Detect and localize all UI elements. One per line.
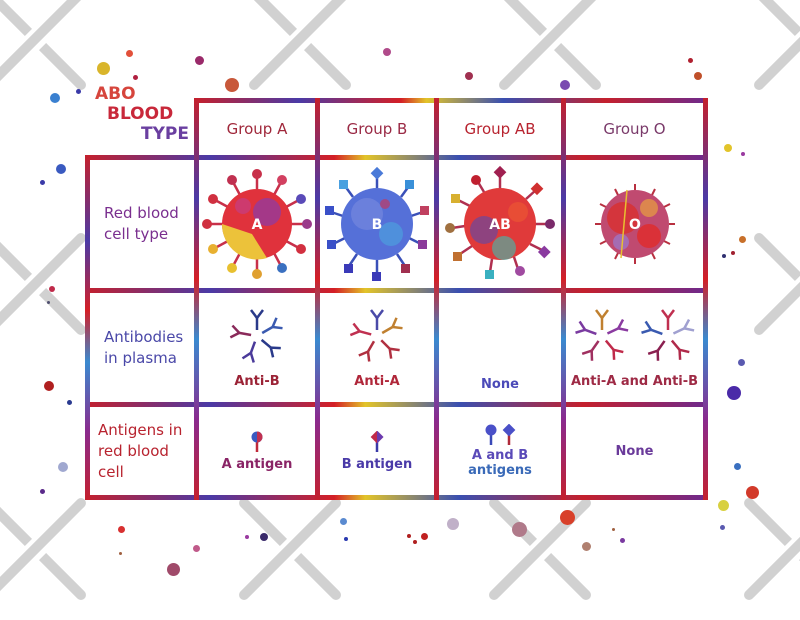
column-header-label: Group B xyxy=(346,120,408,138)
cell-red-blood-cell-group-ab: AB xyxy=(439,160,561,288)
cell-antibodies-group-o: Anti-A and Anti-B xyxy=(566,293,703,402)
red-blood-cell-o-icon: O xyxy=(594,184,675,264)
cell-letter: AB xyxy=(489,217,511,233)
antibody-anti-b-icon xyxy=(640,309,694,361)
row-label-line: Antibodies xyxy=(104,327,184,346)
row-label-antigens-in-red-blood-cell: Antigens in red blood cell xyxy=(90,407,194,495)
cell-letter: B xyxy=(372,217,383,233)
title-line-blood: BLOOD xyxy=(107,104,174,124)
row-label-line: cell type xyxy=(104,225,169,243)
antibody-anti-b-icon xyxy=(229,309,283,363)
column-header-group-a: Group A xyxy=(199,103,315,155)
title-line-type: TYPE xyxy=(141,124,189,144)
antigen-label: B antigen xyxy=(341,456,413,472)
row-label-line: in plasma xyxy=(104,348,177,367)
antigen-label-line2: antigens xyxy=(468,463,532,478)
cell-antigens-group-ab: A and B antigens xyxy=(439,407,561,495)
cell-red-blood-cell-group-o: O xyxy=(566,160,703,288)
watermark-x-icon xyxy=(735,0,800,110)
column-header-label: Group O xyxy=(603,120,666,138)
watermark-x-icon xyxy=(725,480,800,620)
antigen-label: A and B xyxy=(471,448,529,463)
cell-antigens-group-b: B antigen xyxy=(320,407,434,495)
antibody-label: None xyxy=(481,377,519,392)
antibody-label: Anti-A and Anti-B xyxy=(570,374,699,389)
row-label-line: Red blood xyxy=(104,204,179,222)
column-header-label: Group A xyxy=(226,120,288,138)
red-blood-cell-b-icon: B xyxy=(325,166,429,281)
cell-antigens-group-a: A antigen xyxy=(199,407,315,495)
column-header-group-ab: Group AB xyxy=(439,103,561,155)
antibody-anti-a-icon xyxy=(574,309,628,361)
antibody-label: Anti-A xyxy=(354,374,400,389)
cell-letter: O xyxy=(629,217,641,233)
column-header-group-o: Group O xyxy=(566,103,703,155)
b-antigen-icon xyxy=(370,430,384,452)
a-antigen-icon xyxy=(251,431,263,452)
cell-letter: A xyxy=(252,217,263,233)
watermark-x-icon xyxy=(230,0,370,110)
cell-antigens-group-o: None xyxy=(566,407,703,495)
cell-antibodies-group-ab: None xyxy=(439,293,561,402)
a-antigen-icon xyxy=(485,424,497,445)
row-label-antibodies-in-plasma: Antibodies in plasma xyxy=(90,293,194,402)
watermark-x-icon xyxy=(0,480,105,620)
watermark-x-icon xyxy=(220,480,360,620)
column-header-group-b: Group B xyxy=(320,103,434,155)
cell-red-blood-cell-group-b: B xyxy=(320,160,434,288)
antigen-label: A antigen xyxy=(221,456,293,472)
red-blood-cell-ab-icon: AB xyxy=(445,165,555,279)
row-label-red-blood-cell-type: Red blood cell type xyxy=(90,160,194,288)
cell-antibodies-group-a: Anti-B xyxy=(199,293,315,402)
row-label-line: cell xyxy=(98,462,124,481)
red-blood-cell-a-icon: A xyxy=(202,169,312,279)
b-antigen-icon xyxy=(502,424,516,445)
watermark-x-icon xyxy=(480,0,620,110)
antibody-anti-a-icon xyxy=(349,309,403,362)
antigen-label: None xyxy=(615,443,654,459)
row-label-line: Antigens in xyxy=(98,420,183,439)
cell-antibodies-group-b: Anti-A xyxy=(320,293,434,402)
column-header-label: Group AB xyxy=(464,120,536,138)
antibody-label: Anti-B xyxy=(234,374,280,389)
title-line-abo: ABO xyxy=(95,84,136,104)
cell-red-blood-cell-group-a: A xyxy=(199,160,315,288)
chart-title: ABO BLOOD TYPE xyxy=(95,84,189,144)
row-label-line: red blood xyxy=(98,441,169,460)
